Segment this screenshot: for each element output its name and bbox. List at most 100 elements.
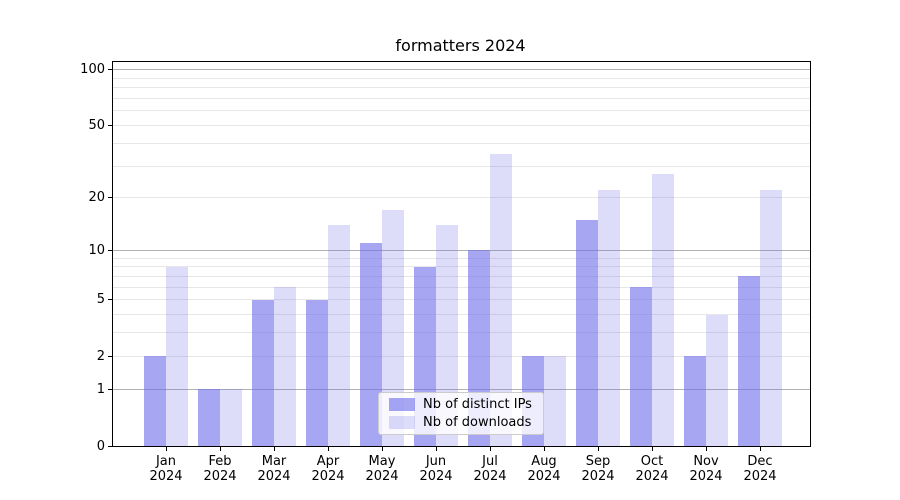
x-tick-year: 2024: [257, 469, 291, 484]
x-tick-mark: [165, 447, 167, 451]
x-tick-mark: [381, 447, 383, 451]
x-tick-label-feb: Feb 2024: [193, 454, 247, 484]
minor-gridline: [113, 286, 810, 288]
minor-gridline: [113, 314, 810, 316]
x-tick-year: 2024: [419, 469, 453, 484]
minor-gridline: [113, 165, 810, 167]
bar-downloads-mar: [274, 287, 296, 446]
bar-downloads-may: [382, 210, 404, 446]
bar-distinct-ips-mar: [252, 299, 274, 446]
minor-gridline: [113, 124, 810, 126]
bar-downloads-jun: [436, 225, 458, 446]
x-tick-label-apr: Apr 2024: [301, 454, 355, 484]
x-tick-label-nov: Nov 2024: [679, 454, 733, 484]
minor-gridline: [113, 275, 810, 277]
x-tick-year: 2024: [365, 469, 399, 484]
bar-downloads-sep: [598, 190, 620, 446]
major-gridline: [113, 249, 810, 251]
minor-gridline: [113, 257, 810, 259]
y-tick-label: 5: [96, 292, 105, 308]
y-tick-label: 0: [96, 438, 105, 454]
bar-downloads-feb: [220, 389, 242, 446]
y-tick-mark: [108, 299, 112, 301]
x-tick-year: 2024: [527, 469, 561, 484]
x-tick-label-may: May 2024: [355, 454, 409, 484]
x-tick-year: 2024: [581, 469, 615, 484]
minor-gridline: [113, 87, 810, 89]
x-tick-year: 2024: [635, 469, 669, 484]
bar-downloads-jan: [166, 266, 188, 446]
x-tick-label-jul: Jul 2024: [463, 454, 517, 484]
x-tick-month: Oct: [640, 454, 664, 469]
x-tick-label-mar: Mar 2024: [247, 454, 301, 484]
x-tick-year: 2024: [689, 469, 723, 484]
x-tick-year: 2024: [473, 469, 507, 484]
plot-area: 0 1 2 5 10 20 50 100 Jan 2024 Feb 2024 Mar 2024 Apr 202…: [80, 61, 811, 484]
bar-distinct-ips-feb: [198, 389, 220, 446]
x-tick-month: Mar: [261, 454, 287, 469]
x-tick-month: Nov: [693, 454, 719, 469]
x-tick-label-oct: Oct 2024: [625, 454, 679, 484]
y-tick-label: 2: [96, 348, 105, 364]
legend-item-downloads: Nb of downloads: [389, 415, 543, 430]
x-tick-mark: [327, 447, 329, 451]
x-tick-mark: [597, 447, 599, 451]
minor-gridline: [113, 77, 810, 79]
major-gridline: [113, 388, 810, 390]
x-tick-month: Aug: [531, 454, 557, 469]
x-tick-mark: [489, 447, 491, 451]
x-tick-mark: [273, 447, 275, 451]
x-tick-year: 2024: [149, 469, 183, 484]
minor-gridline: [113, 197, 810, 199]
minor-gridline: [113, 355, 810, 357]
bar-downloads-apr: [328, 225, 350, 446]
legend: Nb of distinct IPs Nb of downloads: [378, 392, 544, 435]
x-tick-year: 2024: [743, 469, 777, 484]
x-tick-label-aug: Aug 2024: [517, 454, 571, 484]
bar-distinct-ips-may: [360, 243, 382, 446]
y-tick-mark: [108, 124, 112, 126]
y-tick-mark: [108, 445, 112, 447]
minor-gridline: [113, 299, 810, 301]
y-tick-mark: [108, 69, 112, 71]
x-tick-year: 2024: [203, 469, 237, 484]
x-tick-month: Jan: [155, 454, 177, 469]
x-tick-mark: [651, 447, 653, 451]
legend-label: Nb of distinct IPs: [423, 397, 532, 412]
x-tick-mark: [705, 447, 707, 451]
bar-distinct-ips-nov: [684, 356, 706, 446]
legend-label: Nb of downloads: [423, 415, 532, 430]
minor-gridline: [113, 332, 810, 334]
minor-gridline: [113, 97, 810, 99]
x-tick-label-dec: Dec 2024: [733, 454, 787, 484]
x-tick-label-sep: Sep 2024: [571, 454, 625, 484]
x-tick-mark: [543, 447, 545, 451]
bar-distinct-ips-dec: [738, 276, 760, 446]
x-tick-year: 2024: [311, 469, 345, 484]
x-tick-month: May: [368, 454, 396, 469]
y-tick-label: 20: [88, 190, 105, 206]
x-tick-mark: [435, 447, 437, 451]
bar-distinct-ips-sep: [576, 219, 598, 446]
bar-downloads-aug: [544, 356, 566, 446]
bar-distinct-ips-jan: [144, 356, 166, 446]
y-tick-label: 10: [88, 242, 105, 258]
bar-distinct-ips-oct: [630, 287, 652, 446]
x-tick-label-jun: Jun 2024: [409, 454, 463, 484]
y-tick-mark: [108, 197, 112, 199]
x-tick-month: Feb: [208, 454, 232, 469]
y-tick-label: 100: [80, 62, 105, 78]
minor-gridline: [113, 266, 810, 268]
bar-downloads-nov: [706, 314, 728, 446]
minor-gridline: [113, 142, 810, 144]
bar-distinct-ips-apr: [306, 299, 328, 446]
legend-swatch-downloads: [389, 416, 415, 429]
x-tick-mark: [219, 447, 221, 451]
x-tick-month: Sep: [585, 454, 611, 469]
bar-downloads-jul: [490, 153, 512, 446]
bar-downloads-oct: [652, 174, 674, 446]
x-tick-month: Apr: [316, 454, 340, 469]
x-tick-month: Jun: [425, 454, 447, 469]
x-tick-month: Dec: [747, 454, 773, 469]
